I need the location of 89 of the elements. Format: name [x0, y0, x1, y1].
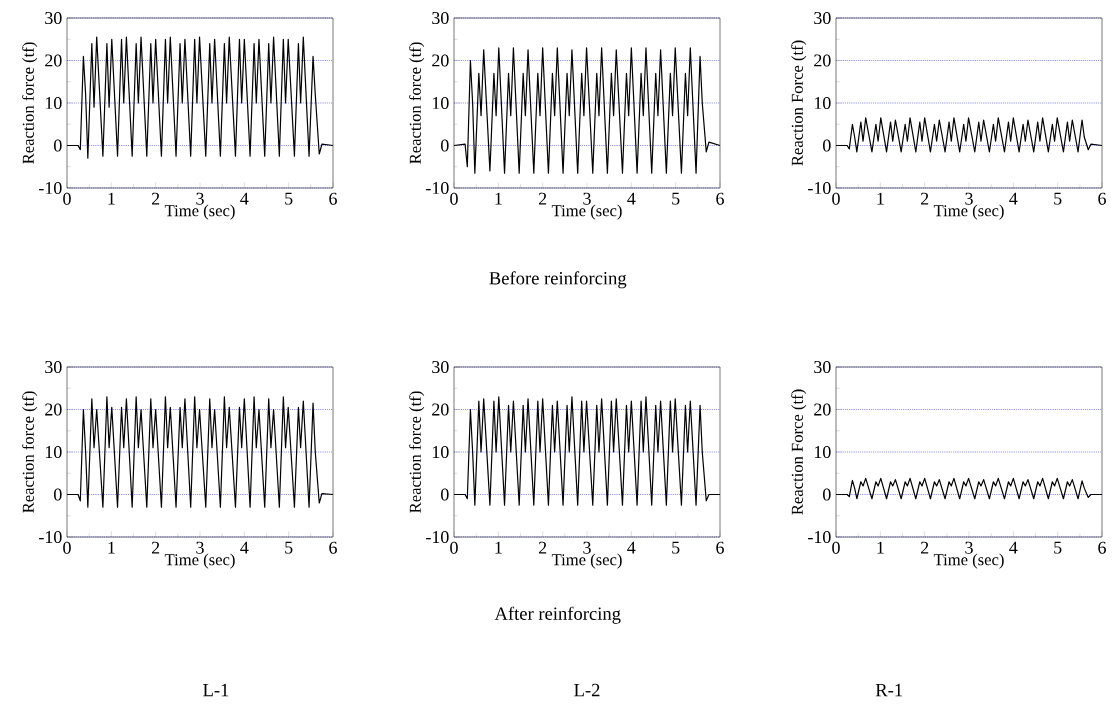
x-tick-label: 3 [196, 541, 204, 554]
x-tick-label: 2 [538, 192, 547, 205]
y-tick-label: 10 [814, 96, 831, 110]
x-tick-label: 5 [285, 541, 293, 554]
x-tick-label: 0 [832, 192, 840, 205]
y-tick-label: 0 [823, 488, 831, 501]
y-tick-label: 30 [432, 11, 449, 25]
x-tick-label: 0 [63, 192, 71, 205]
y-tick-label: -10 [808, 530, 831, 544]
x-tick-label: 2 [151, 541, 160, 554]
text: R-1 [875, 683, 903, 697]
x-tick-label: 6 [716, 192, 724, 205]
y-axis-title: Reaction force (tf) [409, 42, 425, 164]
x-tick-label: 1 [877, 541, 884, 554]
y-tick-label: -10 [426, 181, 449, 195]
y-axis-title: Reaction force (tf) [409, 391, 425, 513]
x-tick-label: 4 [627, 192, 636, 205]
x-tick-label: 1 [495, 541, 502, 554]
y-tick-label: -10 [808, 181, 831, 195]
x-tick-label: 6 [1098, 192, 1106, 205]
y-tick-label: 10 [432, 96, 449, 110]
x-tick-label: 5 [672, 541, 680, 554]
y-tick-label: 0 [823, 139, 831, 152]
y-axis-title: Reaction Force (tf) [791, 40, 807, 166]
y-tick-label: 20 [814, 403, 831, 416]
y-tick-label: 20 [45, 54, 62, 67]
y-tick-label: 20 [432, 403, 449, 416]
x-tick-label: 1 [108, 192, 115, 205]
x-tick-label: 4 [240, 541, 249, 554]
x-tick-label: 6 [329, 541, 337, 554]
y-tick-label: 20 [432, 54, 449, 67]
x-tick-label: 2 [538, 541, 547, 554]
x-tick-label: 2 [151, 192, 160, 205]
x-tick-label: 4 [240, 192, 249, 205]
x-axis-title: Time (sec) [164, 204, 235, 220]
y-tick-label: 10 [432, 445, 449, 459]
y-tick-label: -10 [39, 181, 62, 195]
y-tick-label: 10 [814, 445, 831, 459]
y-tick-label: 30 [45, 360, 62, 374]
x-tick-label: 5 [672, 192, 680, 205]
y-tick-label: 30 [45, 11, 62, 25]
y-tick-label: 30 [432, 360, 449, 374]
x-tick-label: 0 [63, 541, 71, 554]
x-tick-label: 3 [965, 192, 973, 205]
x-tick-label: 3 [583, 541, 591, 554]
x-tick-label: 2 [920, 192, 929, 205]
y-tick-label: 30 [814, 11, 831, 25]
y-tick-label: 0 [54, 139, 62, 152]
x-tick-label: 6 [329, 192, 337, 205]
x-tick-label: 4 [627, 541, 636, 554]
x-axis-title: Time (sec) [164, 553, 235, 569]
x-tick-label: 5 [285, 192, 293, 205]
x-tick-label: 3 [965, 541, 973, 554]
y-tick-label: 20 [45, 403, 62, 416]
x-tick-label: 0 [832, 541, 840, 554]
x-tick-label: 5 [1054, 192, 1062, 205]
x-tick-label: 3 [196, 192, 204, 205]
x-tick-label: 5 [1054, 541, 1062, 554]
y-tick-label: 0 [441, 488, 449, 501]
y-axis-title: Reaction Force (tf) [791, 389, 807, 515]
text: Before reinforcing [489, 271, 627, 289]
x-tick-label: 0 [450, 541, 458, 554]
y-tick-label: 20 [814, 54, 831, 67]
y-tick-label: 0 [441, 139, 449, 152]
y-tick-label: 0 [54, 488, 62, 501]
y-tick-label: -10 [39, 530, 62, 544]
y-tick-label: 10 [45, 445, 62, 459]
x-tick-label: 6 [716, 541, 724, 554]
x-tick-label: 1 [495, 192, 502, 205]
y-axis-title: Reaction force (tf) [22, 42, 38, 164]
x-tick-label: 4 [1009, 192, 1018, 205]
y-axis-title: Reaction force (tf) [22, 391, 38, 513]
y-tick-label: 10 [45, 96, 62, 110]
y-tick-label: -10 [426, 530, 449, 544]
text: After reinforcing [494, 606, 621, 624]
x-tick-label: 3 [583, 192, 591, 205]
x-tick-label: 0 [450, 192, 458, 205]
x-tick-label: 6 [1098, 541, 1106, 554]
x-tick-label: 1 [877, 192, 884, 205]
text: L-1 [203, 683, 229, 697]
x-axis-title: Time (sec) [933, 553, 1004, 569]
x-tick-label: 1 [108, 541, 115, 554]
text: L-2 [574, 683, 600, 697]
x-tick-label: 4 [1009, 541, 1018, 554]
x-axis-title: Time (sec) [933, 204, 1004, 220]
y-tick-label: 30 [814, 360, 831, 374]
x-axis-title: Time (sec) [551, 204, 622, 220]
x-axis-title: Time (sec) [551, 553, 622, 569]
x-tick-label: 2 [920, 541, 929, 554]
